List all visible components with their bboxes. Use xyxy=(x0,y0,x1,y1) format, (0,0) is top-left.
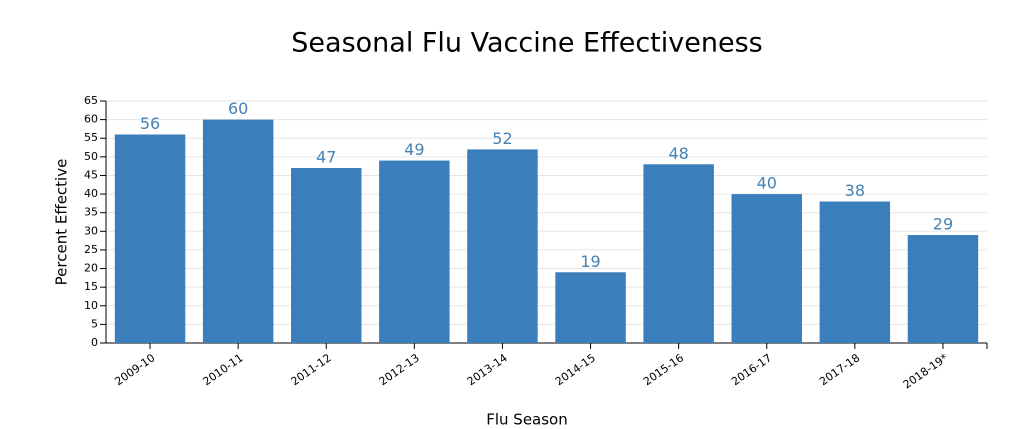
x-tick-label: 2010-11 xyxy=(200,351,245,388)
y-tick-label: 65 xyxy=(84,94,98,107)
x-tick-label: 2013-14 xyxy=(465,351,510,388)
y-tick-label: 60 xyxy=(84,113,98,126)
bar xyxy=(467,149,538,343)
bar xyxy=(202,119,274,343)
value-label: 40 xyxy=(757,174,777,193)
value-label: 38 xyxy=(845,181,865,200)
x-tick-label: 2018-19* xyxy=(901,351,951,391)
y-tick-label: 45 xyxy=(84,168,98,181)
x-tick-label: 2014-15 xyxy=(553,351,598,388)
y-axis-label: Percent Effective xyxy=(53,159,71,286)
x-axis-label: Flu Season xyxy=(486,411,568,429)
bar xyxy=(291,168,362,343)
y-tick-label: 15 xyxy=(84,280,98,293)
y-tick-label: 25 xyxy=(84,243,98,256)
value-label: 60 xyxy=(228,99,248,118)
x-tick-label: 2016-17 xyxy=(729,351,774,388)
value-label: 49 xyxy=(404,140,424,159)
value-label: 56 xyxy=(140,114,160,133)
x-tick-label: 2011-12 xyxy=(289,351,334,388)
x-tick-label: 2009-10 xyxy=(112,351,157,388)
value-label: 52 xyxy=(492,129,512,148)
x-tick-label: 2012-13 xyxy=(377,351,422,388)
y-tick-label: 30 xyxy=(84,224,98,237)
bar xyxy=(731,194,802,343)
x-tick-label: 2017-18 xyxy=(817,351,862,388)
x-tick-label: 2015-16 xyxy=(641,351,686,388)
bar xyxy=(555,272,626,343)
y-tick-label: 20 xyxy=(84,262,98,275)
value-label: 19 xyxy=(580,252,600,271)
value-label: 47 xyxy=(316,148,336,167)
y-tick-label: 50 xyxy=(84,150,98,163)
y-tick-label: 55 xyxy=(84,131,98,144)
bar xyxy=(114,134,186,343)
value-label: 29 xyxy=(933,215,953,234)
value-label: 48 xyxy=(668,144,688,163)
y-tick-label: 0 xyxy=(91,336,98,349)
bar xyxy=(379,160,450,343)
bar xyxy=(819,201,891,343)
bar xyxy=(907,235,979,343)
y-tick-label: 40 xyxy=(84,187,98,200)
chart-title: Seasonal Flu Vaccine Effectiveness xyxy=(291,28,762,59)
y-tick-label: 5 xyxy=(91,317,98,330)
y-tick-label: 10 xyxy=(84,299,98,312)
y-tick-label: 35 xyxy=(84,206,98,219)
bar xyxy=(643,164,714,343)
